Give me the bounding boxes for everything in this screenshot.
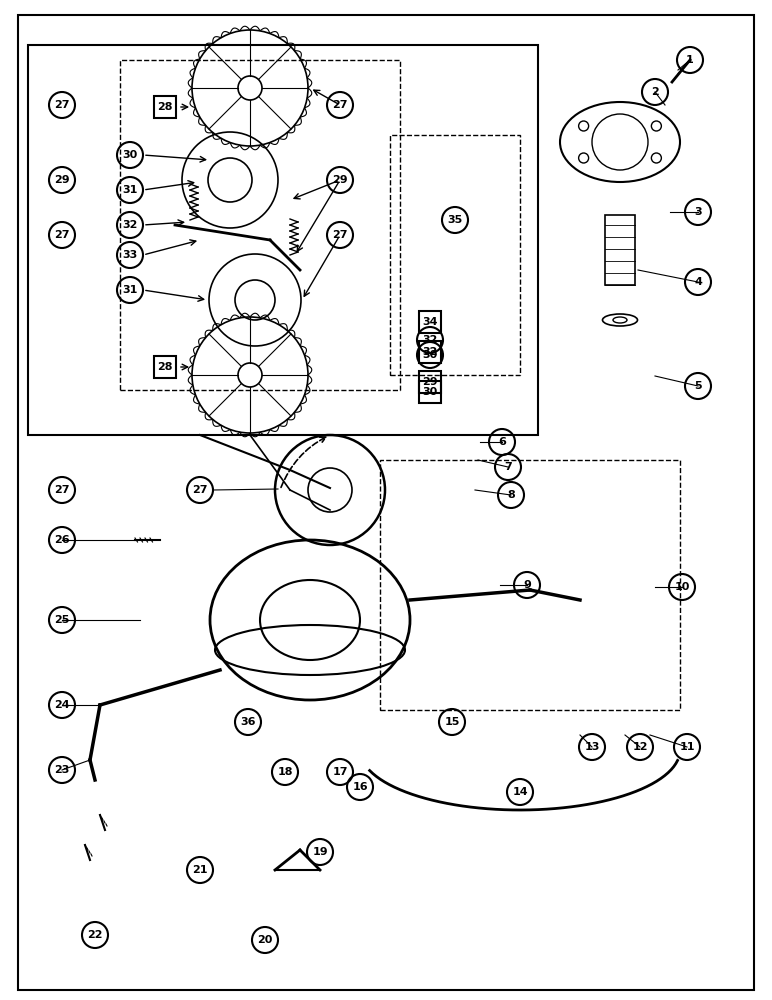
Text: 35: 35 (448, 215, 462, 225)
Text: 19: 19 (312, 847, 328, 857)
Text: 27: 27 (332, 230, 347, 240)
Bar (28, 45, 538, 435)
Bar (419, 381, 441, 403)
Text: 32: 32 (422, 347, 438, 357)
Text: 16: 16 (352, 782, 367, 792)
Text: 7: 7 (504, 462, 512, 472)
Text: 24: 24 (54, 700, 69, 710)
Text: 23: 23 (54, 765, 69, 775)
Text: 29: 29 (332, 175, 348, 185)
Text: 9: 9 (523, 580, 531, 590)
Text: 30: 30 (422, 350, 438, 360)
Text: 25: 25 (54, 615, 69, 625)
Text: 27: 27 (332, 100, 347, 110)
Text: 22: 22 (87, 930, 103, 940)
Text: 20: 20 (257, 935, 273, 945)
Text: 36: 36 (240, 717, 256, 727)
Text: 32: 32 (122, 220, 137, 230)
Text: 10: 10 (674, 582, 689, 592)
Text: 32: 32 (422, 335, 438, 345)
Text: 29: 29 (54, 175, 69, 185)
Bar (154, 356, 176, 378)
Text: 29: 29 (422, 377, 438, 387)
Text: 12: 12 (632, 742, 648, 752)
Text: 14: 14 (512, 787, 528, 797)
Text: 15: 15 (445, 717, 459, 727)
Text: 30: 30 (123, 150, 137, 160)
Text: 28: 28 (157, 102, 173, 112)
Text: 31: 31 (122, 185, 137, 195)
Bar (419, 311, 441, 333)
Bar (605, 215, 635, 285)
Text: 28: 28 (157, 362, 173, 372)
Text: 30: 30 (422, 387, 438, 397)
Bar (120, 60, 400, 390)
Text: 8: 8 (507, 490, 515, 500)
Text: 1: 1 (686, 55, 694, 65)
Bar (390, 135, 520, 375)
Text: 33: 33 (123, 250, 137, 260)
Text: 31: 31 (122, 285, 137, 295)
Text: 34: 34 (422, 317, 438, 327)
Bar (380, 460, 680, 710)
Text: 26: 26 (54, 535, 69, 545)
Text: 21: 21 (192, 865, 208, 875)
Bar (419, 341, 441, 363)
Text: 27: 27 (54, 100, 69, 110)
Text: 5: 5 (694, 381, 702, 391)
Text: 4: 4 (694, 277, 702, 287)
Text: 27: 27 (54, 230, 69, 240)
Text: 11: 11 (679, 742, 695, 752)
Text: 17: 17 (332, 767, 347, 777)
Text: 13: 13 (584, 742, 600, 752)
Text: 6: 6 (498, 437, 506, 447)
Text: 18: 18 (277, 767, 293, 777)
Text: 27: 27 (192, 485, 208, 495)
Bar (419, 371, 441, 393)
Text: 2: 2 (651, 87, 659, 97)
Bar (154, 96, 176, 118)
Text: 27: 27 (54, 485, 69, 495)
Text: 3: 3 (694, 207, 702, 217)
